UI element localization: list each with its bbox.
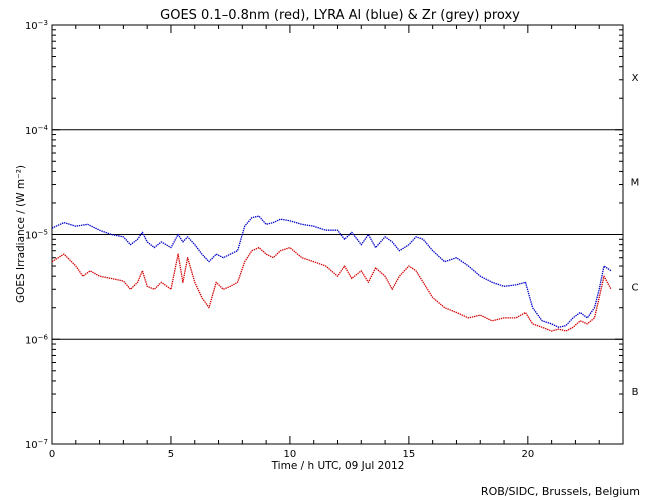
x-tick-label: 15 [403, 449, 416, 460]
flare-class-lines [52, 129, 623, 340]
flare-class-label-x: X [632, 73, 639, 84]
y-axis-label: GOES Irradiance / (W m⁻²) [15, 165, 27, 303]
x-tick-label: 5 [168, 449, 174, 460]
flare-class-label-c: C [632, 282, 639, 293]
y-tick-label: 10−6 [25, 333, 49, 346]
series-line-1 [51, 246, 612, 332]
y-tick-label: 10−4 [25, 124, 49, 137]
series-layer [51, 215, 612, 332]
y-tick-label: 10−7 [25, 438, 48, 451]
flare-class-label-m: M [631, 178, 640, 189]
x-tick-label: 20 [521, 449, 534, 460]
chart-title: GOES 0.1–0.8nm (red), LYRA Al (blue) & Z… [160, 8, 520, 23]
x-tick-label: 10 [284, 449, 297, 460]
series-line-0 [51, 215, 612, 328]
x-axis-label: Time / h UTC, 09 Jul 2012 [271, 460, 405, 472]
y-tick-label: 10−3 [25, 19, 48, 32]
x-axis: 0 5 10 15 20 [49, 25, 624, 460]
flare-class-labels: X M C B [631, 73, 640, 398]
credit-label: ROB/SIDC, Brussels, Belgium [481, 485, 640, 498]
y-tick-label: 10−5 [25, 229, 48, 242]
x-tick-label: 0 [49, 449, 55, 460]
flare-class-label-b: B [632, 387, 639, 398]
